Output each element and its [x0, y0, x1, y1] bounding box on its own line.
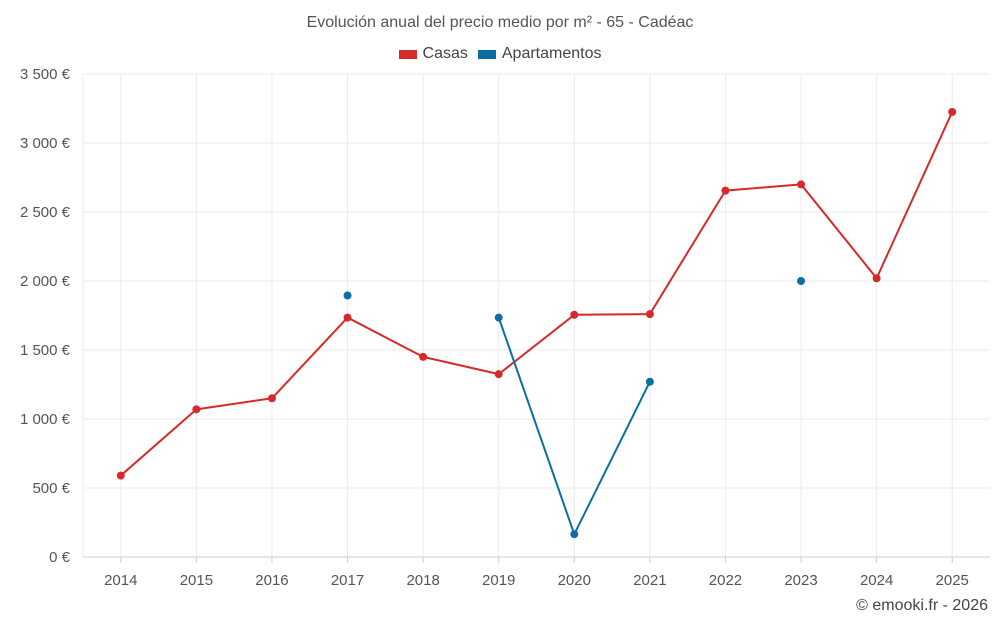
chart-title: Evolución anual del precio medio por m² …	[306, 14, 694, 31]
legend-swatch-apartamentos	[477, 49, 496, 59]
series-casas	[116, 107, 957, 480]
x-tick-label: 2025	[936, 572, 969, 589]
x-tick-label: 2016	[255, 572, 288, 589]
y-tick-label: 0 €	[49, 549, 71, 566]
copyright-footer: © emooki.fr - 2026	[856, 597, 988, 614]
series-line-casas	[422, 355, 500, 376]
series-line-casas	[497, 313, 576, 376]
data-point-casas	[419, 352, 428, 361]
series-line-apartamentos	[497, 316, 576, 536]
x-tick-label: 2019	[482, 572, 515, 589]
data-point-apartamentos	[570, 530, 579, 539]
x-tick-label: 2020	[558, 572, 591, 589]
x-tick-label: 2022	[709, 572, 742, 589]
y-tick-label: 500 €	[32, 480, 70, 497]
series-line-casas	[573, 313, 651, 316]
legend-item-casas[interactable]: Casas	[398, 45, 468, 63]
series-line-casas	[270, 316, 349, 400]
data-point-casas	[797, 180, 806, 189]
y-tick-label: 3 500 €	[20, 66, 71, 83]
x-tick-label: 2024	[860, 572, 893, 589]
series-line-casas	[724, 183, 803, 192]
data-point-apartamentos	[494, 313, 503, 322]
data-point-apartamentos	[797, 277, 806, 285]
series-line-casas	[800, 183, 878, 280]
y-tick-label: 3 000 €	[20, 135, 71, 152]
series-line-casas	[195, 397, 273, 411]
legend-label-casas: Casas	[422, 45, 468, 62]
data-point-casas	[494, 370, 503, 379]
data-point-casas	[948, 107, 957, 116]
data-point-casas	[192, 405, 201, 414]
x-tick-label: 2023	[784, 572, 817, 589]
data-point-casas	[267, 394, 276, 403]
y-tick-label: 1 500 €	[20, 342, 71, 359]
axes: 0 € 500 € 1 000 € 1 500 € 2 000 € 2 500 € 3 00…	[20, 66, 990, 589]
legend-label-apartamentos: Apartamentos	[501, 45, 602, 62]
series-line-casas	[346, 316, 425, 358]
x-tick-label: 2021	[633, 572, 666, 589]
series-line-casas	[648, 189, 727, 316]
data-point-casas	[570, 310, 579, 319]
series-layer	[116, 107, 957, 539]
y-tick-label: 2 000 €	[20, 273, 71, 290]
x-tick-label: 2018	[406, 572, 439, 589]
y-tick-label: 1 000 €	[20, 411, 71, 428]
chart-legend: Casas Apartamentos	[0, 45, 1000, 63]
legend-swatch-casas	[398, 49, 417, 59]
data-point-apartamentos	[645, 377, 654, 386]
data-point-casas	[343, 313, 352, 322]
data-point-apartamentos	[343, 291, 352, 300]
y-tick-label: 2 500 €	[20, 204, 71, 221]
series-apartamentos	[343, 277, 806, 539]
data-point-casas	[116, 471, 125, 480]
x-tick-label: 2017	[331, 572, 364, 589]
series-line-casas	[119, 408, 198, 477]
x-tick-label: 2015	[180, 572, 213, 589]
series-line-apartamentos	[573, 380, 651, 536]
series-line-casas	[875, 110, 954, 280]
grid-lines	[83, 73, 990, 557]
legend-item-apartamentos[interactable]: Apartamentos	[477, 45, 602, 63]
data-point-casas	[645, 310, 654, 319]
data-point-casas	[721, 186, 730, 195]
x-tick-label: 2014	[104, 572, 137, 589]
data-point-casas	[872, 274, 881, 283]
